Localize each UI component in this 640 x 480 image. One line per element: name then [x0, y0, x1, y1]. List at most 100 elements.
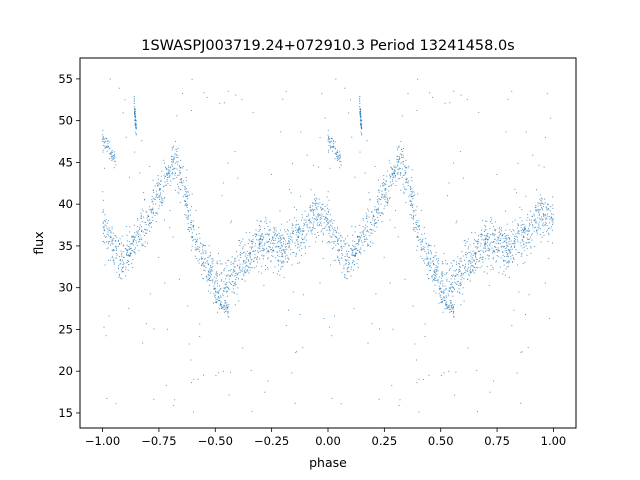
data-point [225, 283, 227, 285]
data-point [393, 172, 395, 174]
data-point [204, 258, 206, 259]
data-point [359, 251, 361, 253]
data-point [353, 246, 355, 247]
data-point [438, 259, 440, 261]
data-point [463, 278, 465, 280]
data-point [283, 249, 285, 251]
data-point [471, 257, 473, 259]
data-point [304, 246, 306, 248]
data-point [220, 280, 222, 282]
data-point [415, 214, 417, 216]
data-point [149, 165, 151, 167]
data-point [526, 237, 528, 239]
data-point [360, 247, 362, 249]
data-point [334, 147, 336, 149]
data-point [318, 166, 320, 168]
data-point [501, 235, 503, 237]
data-point [319, 214, 321, 216]
data-point [400, 189, 402, 191]
data-point [313, 209, 315, 211]
data-point [391, 174, 393, 176]
data-point [469, 260, 471, 262]
data-point [487, 247, 489, 249]
data-point [360, 131, 362, 133]
data-point [249, 269, 251, 271]
data-point [160, 201, 162, 203]
data-point [298, 249, 300, 251]
data-point [334, 230, 336, 232]
data-point [365, 224, 366, 226]
data-point [133, 100, 135, 102]
data-point [389, 174, 390, 176]
data-point [338, 243, 339, 245]
data-point [370, 241, 372, 243]
data-point [180, 159, 181, 161]
data-point [381, 212, 383, 214]
data-point [187, 211, 189, 213]
data-point [524, 228, 526, 230]
data-point [214, 301, 216, 303]
data-point [308, 227, 310, 229]
data-point [329, 235, 331, 237]
data-point [394, 227, 396, 229]
data-point [259, 229, 260, 231]
data-point [281, 255, 283, 257]
data-point [470, 253, 472, 255]
data-point [400, 172, 402, 174]
data-point [395, 166, 397, 168]
data-point [235, 257, 237, 259]
data-point [481, 265, 483, 267]
data-point [308, 219, 309, 221]
data-point [158, 184, 160, 186]
data-point [296, 228, 298, 230]
data-point [211, 269, 213, 271]
data-point [410, 203, 412, 205]
data-point [490, 234, 492, 235]
data-point [533, 213, 535, 215]
data-point [191, 222, 192, 223]
data-point [151, 216, 153, 218]
data-point [389, 177, 391, 179]
data-point [412, 229, 414, 231]
data-point [321, 209, 323, 211]
data-point [520, 245, 522, 247]
data-point [179, 201, 181, 203]
data-point [366, 216, 368, 217]
data-point [393, 171, 395, 173]
data-point [447, 306, 449, 308]
data-point [215, 274, 217, 276]
data-point [367, 243, 369, 245]
data-point [266, 252, 268, 254]
data-point [239, 265, 241, 267]
data-point [298, 227, 300, 229]
data-point [517, 252, 519, 254]
data-point [374, 230, 376, 232]
data-point [352, 254, 354, 256]
data-point [331, 236, 333, 238]
data-point [456, 284, 458, 285]
data-point [378, 398, 380, 400]
data-point [337, 156, 339, 158]
data-point [140, 217, 142, 219]
data-point [333, 146, 334, 148]
data-point [210, 292, 212, 294]
data-point [522, 236, 524, 238]
data-point [222, 295, 224, 297]
data-point [338, 232, 340, 234]
data-point [506, 261, 508, 263]
data-point [167, 165, 169, 167]
data-point [538, 213, 540, 215]
data-point [187, 218, 189, 220]
data-point [190, 249, 192, 251]
data-point [507, 256, 509, 258]
data-point [295, 351, 297, 353]
data-point [143, 216, 145, 218]
data-point [455, 282, 457, 284]
data-point [392, 328, 394, 330]
data-point [396, 155, 398, 157]
data-point [153, 191, 155, 193]
data-point [159, 188, 161, 190]
data-point [241, 253, 243, 255]
data-point [166, 173, 167, 175]
data-point [416, 236, 418, 238]
